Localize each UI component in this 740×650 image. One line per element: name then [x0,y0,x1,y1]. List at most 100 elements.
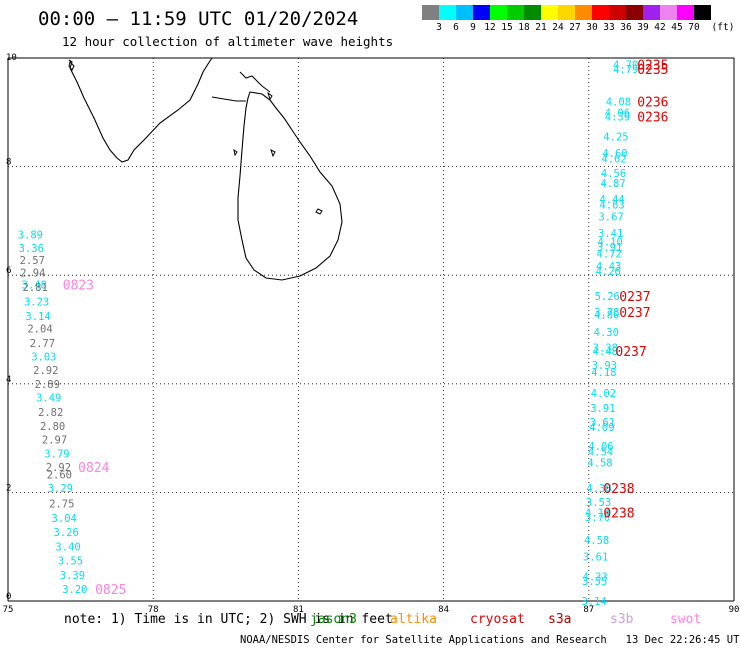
colorbar-label: 18 [518,22,530,33]
swh-value: 3.39 [60,570,85,582]
swh-value: 4.63 [599,200,624,212]
colorbar-label: 15 [501,22,513,33]
island-5 [233,148,238,157]
swh-value: 3.78 [594,307,619,319]
swh-value: 3.49 [36,392,61,404]
swh-value: 5.26 [595,291,620,303]
swh-value: 4.60 [602,148,627,160]
swh-value: 2.80 [40,421,65,433]
island-2 [267,91,273,101]
swh-value: 4.43 [596,261,621,273]
swh-value: 3.93 [592,360,617,372]
pass-time-label: 0237 [615,345,646,360]
swh-value: 2.92 [46,462,71,474]
satellite-s3a: s3a [548,612,572,627]
swh-value: 3.91 [590,403,615,415]
pass-time-label: 0238 [603,482,634,497]
colorbar-swatch [660,5,677,20]
swh-value: 3.55 [582,576,607,588]
swh-value: 4.54 [588,447,613,459]
colorbar-swatch [541,5,558,20]
swh-value: 3.04 [52,513,77,525]
colorbar-swatch [677,5,694,20]
swh-value: 2.97 [42,435,67,447]
swh-value: 2.77 [30,338,55,350]
adams-bridge [211,96,246,102]
colorbar-swatch [490,5,507,20]
y-tick-label: 2 [6,483,11,493]
jaffna-coast [239,71,271,93]
colorbar-swatch [609,5,626,20]
swh-value: 4.48 [593,346,618,358]
colorbar-label: 30 [586,22,598,33]
swh-value: 4.38 [586,483,611,495]
y-tick-label: 10 [6,53,17,63]
swh-value: 4.08 [606,96,631,108]
credit-text: NOAA/NESDIS Center for Satellite Applica… [240,634,607,646]
chart-title: 00:00 – 11:59 UTC 01/20/2024 [38,8,359,30]
swh-value: 4.30 [594,327,619,339]
swh-value: 3.67 [598,212,623,224]
colorbar-label: 21 [535,22,547,33]
swh-value: 4.58 [584,535,609,547]
y-tick-label: 0 [6,592,11,602]
island-3 [315,208,323,215]
swh-value: 4.26 [596,266,621,278]
map-grid [7,57,735,602]
swh-value: 4.79 [613,64,638,76]
colorbar-label: 6 [453,22,459,33]
y-tick-label: 4 [6,375,11,385]
colorbar-swatch [694,5,711,20]
swh-value: 3.29 [48,483,73,495]
swh-value: 4.44 [599,194,624,206]
swh-value: 4.58 [587,458,612,470]
colorbar-label: 27 [569,22,581,33]
pass-time-label: 0824 [78,461,109,476]
swh-value: 3.61 [590,417,615,429]
colorbar-swatch [422,5,439,20]
swh-value: 4.25 [603,132,628,144]
axis-labels: 75 78 81 84 87 90 0 2 4 6 8 10 [3,53,740,615]
swh-value: 2.94 [20,267,45,279]
footer-credit: NOAA/NESDIS Center for Satellite Applica… [240,634,740,646]
island-4 [270,149,276,158]
swh-value: 3.23 [24,296,49,308]
x-tick-label: 84 [438,605,449,615]
colorbar-label: 70 [688,22,700,33]
swh-value: 4.18 [591,367,616,379]
swh-value: 3.53 [586,497,611,509]
swh-value: 4.06 [605,107,630,119]
note-text: note: 1) Time is in UTC; 2) SWH is in fe… [64,612,393,627]
pass-time-label: 0238 [603,506,634,521]
swh-value: 4.10 [598,237,623,249]
island-1 [68,61,75,71]
colorbar-label: 36 [620,22,632,33]
colorbar-swatch [473,5,490,20]
swh-value: 3.89 [18,229,43,241]
colorbar-label: 39 [637,22,649,33]
x-tick-label: 87 [583,605,594,615]
sri-lanka-coastline [237,91,343,281]
x-tick-label: 78 [148,605,159,615]
swh-value: 4.39 [605,112,630,124]
coastline [68,57,343,281]
colorbar-swatch [456,5,473,20]
pass-time-label: 0236 [637,111,668,126]
swh-value: 2.82 [38,407,63,419]
colorbar-unit: (ft) [711,22,735,33]
swh-value: 4.06 [588,441,613,453]
pass-time-label: 0823 [63,278,94,293]
swh-value: 4.02 [591,388,616,400]
satellite-s3b: s3b [610,612,634,627]
swh-value: 4.80 [594,309,619,321]
pass-time-label: 0235 [637,63,668,78]
swh-value: 4.62 [601,153,626,165]
pass-time-label: 0235 [637,59,668,74]
swh-value: 2.04 [27,323,52,335]
swh-value: 4.70 [613,60,638,72]
y-tick-label: 8 [6,158,11,168]
x-tick-label: 75 [3,605,14,615]
colorbar-label: 3 [436,22,442,33]
colorbar-swatch [592,5,609,20]
